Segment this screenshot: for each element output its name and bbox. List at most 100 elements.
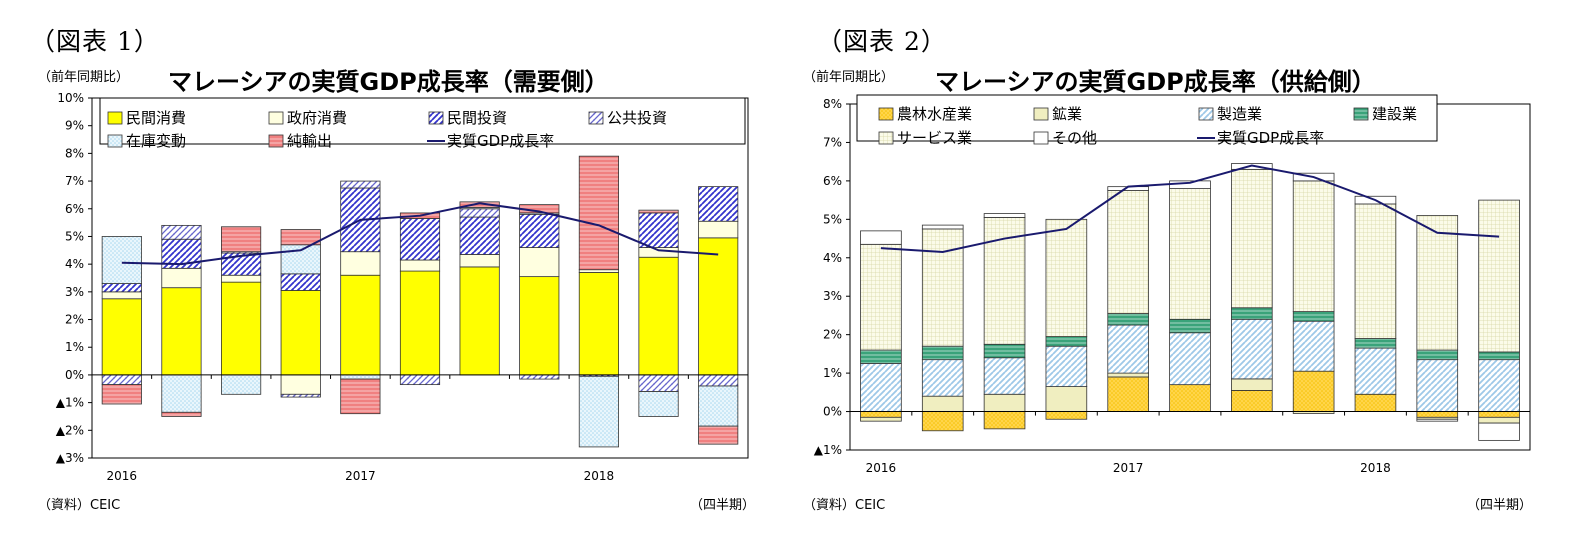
gdp-growth-line [880, 164, 1500, 254]
y-tick-label: 7% [823, 135, 842, 149]
bar-segment-services [1292, 180, 1335, 312]
legend-box [99, 97, 746, 145]
bar-segment-manufacturing [1045, 345, 1088, 387]
bar-segment-agriculture [1416, 411, 1459, 418]
bar-segment-construction [1478, 351, 1520, 361]
figure-1-label: （図表 1） [30, 27, 160, 56]
bar-segment-net_exports [221, 226, 262, 253]
bar-segment-agriculture [860, 411, 902, 418]
bar-segment-government_consumption [638, 247, 679, 258]
bar-segment-others [983, 213, 1026, 218]
bar-segment-agriculture [1169, 384, 1211, 412]
bar-segment-inventory [221, 374, 262, 395]
legend-label: 政府消費 [287, 109, 347, 127]
x-year-label: 2016 [866, 461, 897, 475]
y-tick-label: 1% [823, 366, 842, 380]
legend-swatch-manufacturing [1198, 107, 1214, 121]
bar-segment-agriculture [1231, 390, 1273, 412]
bar-segment-private_consumption [280, 290, 321, 376]
figure-2-y-unit-label: （前年同期比） [803, 70, 895, 85]
legend-label: 実質GDP成長率 [1217, 129, 1324, 147]
y-tick-label: 2% [823, 328, 842, 342]
bar-segment-net_exports [578, 155, 619, 271]
figure-2-title: マレーシアの実質GDP成長率（供給側） [935, 68, 1376, 96]
figure-1-chart: 10% 9% 8% 7% 6% 5% 4% 3% 2% 1% 0% ▲1% ▲2% ▲3% 2016 2017… [56, 91, 749, 483]
bar-segment-construction [1292, 311, 1335, 322]
bar-segment-private_consumption [221, 281, 262, 376]
bar-segment-inventory [698, 385, 739, 427]
x-year-label: 2016 [107, 469, 138, 483]
figure-2-panel: （図表 2） マレーシアの実質GDP成長率（供給側） （前年同期比） 8% 7% 6… [795, 0, 1590, 545]
bar-segment-net_exports [638, 209, 679, 214]
bar-segment-public_investment [340, 180, 381, 189]
bar-segment-government_consumption [459, 254, 500, 268]
bar-segment-construction [921, 345, 964, 361]
y-tick-label: 1% [65, 340, 84, 354]
legend-swatch-agriculture [878, 107, 894, 121]
bar-segment-services [921, 228, 964, 347]
y-tick-label: 8% [823, 97, 842, 111]
figure-2-source: （資料）CEIC [803, 498, 886, 513]
bar-segment-agriculture [1478, 411, 1520, 418]
y-tick-label: ▲3% [56, 451, 84, 465]
bar-segment-services [1354, 203, 1397, 339]
x-year-label: 2017 [345, 469, 376, 483]
bar-segment-construction [1231, 307, 1273, 320]
bar-segment-agriculture [1354, 393, 1397, 412]
bar-segment-government_consumption [280, 374, 321, 395]
legend-swatch-private_consumption [107, 111, 123, 125]
bar-segment-agriculture [983, 411, 1026, 430]
figure-1-period-label: （四半期） [690, 498, 756, 513]
bar-segment-mining [1231, 378, 1273, 391]
legend-label: 在庫変動 [126, 132, 186, 150]
bar-segment-manufacturing [921, 359, 964, 397]
y-tick-label: 2% [65, 313, 84, 327]
bar-segment-net_exports [161, 411, 202, 417]
legend-label: 実質GDP成長率 [447, 132, 554, 150]
bar-segment-agriculture [1045, 411, 1088, 420]
legend-label: 公共投資 [607, 109, 667, 127]
bar-segment-private_investment [399, 218, 441, 261]
y-tick-label: ▲1% [814, 443, 842, 457]
legend-label: 製造業 [1217, 105, 1262, 123]
bar-segment-mining [1107, 372, 1149, 378]
bar-segment-others [1478, 422, 1520, 441]
bar-segment-private_consumption [101, 298, 142, 376]
y-tick-label: 0% [823, 405, 842, 419]
legend-label: その他 [1052, 129, 1097, 147]
y-tick-label: 6% [65, 202, 84, 216]
bar-segment-net_exports [459, 201, 500, 208]
y-tick-label: 5% [823, 212, 842, 226]
bar-segment-agriculture [1292, 370, 1335, 412]
figure-2-chart: 8% 7% 6% 5% 4% 3% 2% 1% 0% ▲1% 2016 2017 2018 農林水産業 鉱業… [814, 94, 1531, 475]
bar-segment-private_consumption [161, 287, 202, 376]
figure-2-label: （図表 2） [817, 27, 947, 56]
bar-segment-manufacturing [1107, 324, 1149, 374]
bar-segment-agriculture [1107, 376, 1149, 412]
bar-segment-public_investment [101, 374, 142, 386]
bar-segment-government_consumption [340, 251, 381, 276]
legend-swatch-public_investment [588, 111, 604, 125]
y-tick-label: 7% [65, 174, 84, 188]
bar-segment-construction [1107, 313, 1149, 326]
bar-segment-public_investment [161, 224, 202, 240]
bar-segment-inventory [638, 391, 679, 417]
bar-segment-private_investment [459, 216, 500, 255]
bar-segment-construction [983, 343, 1026, 359]
y-tick-label: 4% [823, 251, 842, 265]
bar-segment-private_consumption [638, 256, 679, 376]
bar-segment-private_consumption [519, 276, 560, 376]
bar-segment-public_investment [638, 374, 679, 392]
x-year-label: 2018 [584, 469, 615, 483]
bar-segment-government_consumption [698, 220, 739, 239]
figure-1-y-unit-label: （前年同期比） [38, 70, 130, 85]
legend-swatch-construction [1353, 107, 1369, 121]
bar-segment-construction [1354, 338, 1397, 349]
bar-segment-agriculture [921, 411, 964, 432]
bar-segment-manufacturing [1231, 318, 1273, 380]
x-year-label: 2017 [1113, 461, 1144, 475]
bar-segment-government_consumption [221, 274, 262, 283]
y-tick-label: 3% [823, 289, 842, 303]
bar-segment-others [1416, 418, 1459, 422]
bar-segment-mining [921, 395, 964, 412]
